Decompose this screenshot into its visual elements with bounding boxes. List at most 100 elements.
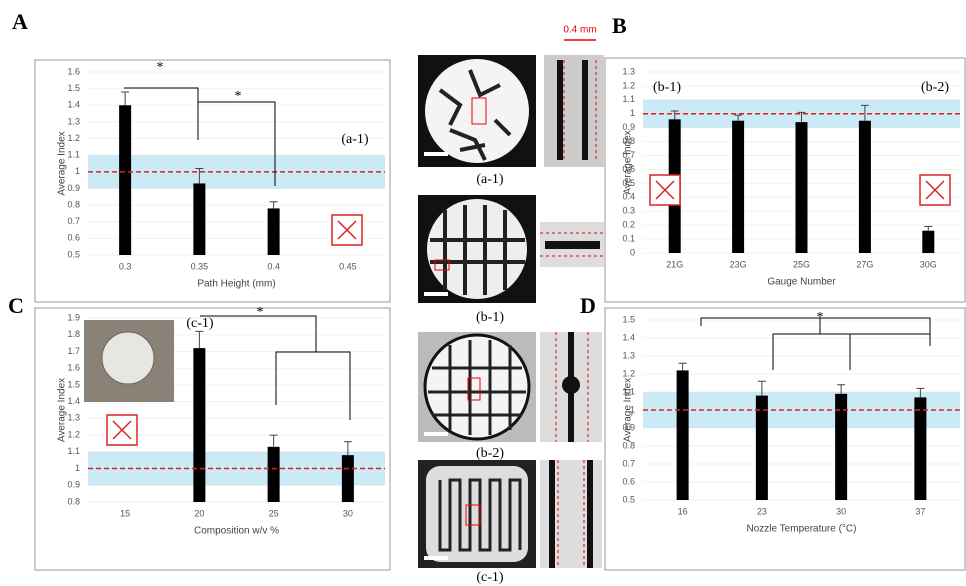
y-tick-label: 1.2	[67, 133, 80, 143]
y-axis-label: Average Index	[623, 378, 634, 442]
y-tick-label: 1.3	[67, 413, 80, 423]
scale-label: 0.4 mm	[563, 25, 596, 36]
y-axis-label: Average Index	[57, 131, 68, 195]
bar	[342, 455, 354, 502]
annotation: *	[157, 60, 164, 75]
micrograph	[418, 195, 604, 303]
bar	[119, 105, 131, 255]
bar	[796, 122, 808, 253]
x-tick-label: 20	[194, 508, 204, 518]
y-tick-label: 1.7	[67, 346, 80, 356]
error-bar	[121, 92, 129, 105]
significance-bracket	[124, 88, 198, 140]
y-tick-label: 1.6	[67, 363, 80, 373]
x-tick-label: 25G	[793, 259, 810, 269]
y-tick-label: 0.9	[67, 480, 80, 490]
error-bar	[270, 435, 278, 447]
y-axis-label: Average Index	[623, 130, 634, 194]
y-tick-label: 0.8	[67, 199, 80, 209]
bar	[922, 231, 934, 253]
error-bar	[924, 227, 932, 231]
bar	[756, 396, 768, 500]
figure: A B C D (a-1) (b-1) (b-2) (c-1) 0.4 mm 0…	[0, 0, 966, 586]
annotation: *	[817, 310, 824, 325]
y-axis-label: Average Index	[57, 378, 68, 442]
annotation: *	[257, 305, 264, 320]
y-tick-label: 1.2	[67, 429, 80, 439]
y-tick-label: 1.3	[622, 66, 635, 76]
annotation: (b-2)	[921, 80, 949, 95]
significance-bracket	[316, 352, 350, 420]
bar	[268, 447, 280, 502]
x-axis-label: Path Height (mm)	[197, 279, 275, 290]
x-tick-label: 30G	[920, 259, 937, 269]
y-tick-label: 0	[630, 247, 635, 257]
y-tick-label: 1.2	[622, 80, 635, 90]
y-tick-label: 1.4	[67, 396, 80, 406]
error-bar	[195, 331, 203, 348]
y-tick-label: 0.5	[622, 494, 635, 504]
image-caption: (b-1)	[476, 310, 504, 325]
y-tick-label: 0.9	[67, 183, 80, 193]
x-tick-label: 30	[836, 506, 846, 516]
bar	[732, 121, 744, 253]
y-tick-label: 0.5	[67, 249, 80, 259]
x-tick-label: 0.35	[191, 261, 209, 271]
panel-label: B	[612, 13, 627, 38]
annotation: *	[235, 89, 242, 104]
annotation: (c-1)	[186, 316, 214, 331]
y-tick-label: 1.4	[622, 332, 635, 342]
y-tick-label: 0.8	[67, 496, 80, 506]
x-axis-label: Gauge Number	[767, 277, 836, 288]
x-tick-label: 37	[915, 506, 925, 516]
x-tick-label: 23	[757, 506, 767, 516]
x-tick-label: 16	[678, 506, 688, 516]
image-caption: (b-2)	[476, 446, 504, 461]
bar	[677, 370, 689, 500]
micrograph	[418, 40, 604, 167]
y-tick-label: 1.4	[67, 100, 80, 110]
y-tick-label: 1.3	[67, 116, 80, 126]
x-tick-label: 0.45	[339, 261, 357, 271]
y-tick-label: 1.8	[67, 329, 80, 339]
micrograph	[418, 460, 602, 568]
y-tick-label: 1.5	[67, 83, 80, 93]
x-tick-label: 0.4	[267, 261, 280, 271]
image-caption: (c-1)	[476, 570, 504, 585]
x-tick-label: 30	[343, 508, 353, 518]
bar	[268, 208, 280, 255]
panel-label: D	[580, 293, 596, 318]
panel-label: A	[12, 9, 28, 34]
y-tick-label: 1.9	[67, 312, 80, 322]
annotation: (a-1)	[341, 132, 369, 147]
annotation: (b-1)	[653, 80, 681, 95]
y-tick-label: 0.1	[622, 233, 635, 243]
x-tick-label: 25	[269, 508, 279, 518]
y-tick-label: 0.7	[67, 216, 80, 226]
inset-photo	[102, 332, 154, 384]
significance-bracket	[701, 318, 930, 346]
y-tick-label: 1.1	[67, 150, 80, 160]
y-tick-label: 1.1	[67, 446, 80, 456]
x-tick-label: 27G	[856, 259, 873, 269]
y-tick-label: 1	[630, 108, 635, 118]
y-tick-label: 1.6	[67, 66, 80, 76]
x-axis-label: Nozzle Temperature (°C)	[747, 524, 857, 535]
x-tick-label: 21G	[666, 259, 683, 269]
significance-bracket	[200, 316, 316, 405]
y-tick-label: 1	[75, 463, 80, 473]
y-tick-label: 0.6	[622, 476, 635, 486]
y-tick-label: 0.3	[622, 206, 635, 216]
y-tick-label: 1.3	[622, 350, 635, 360]
error-bar	[679, 363, 687, 370]
y-tick-label: 1.1	[622, 94, 635, 104]
y-tick-label: 1.5	[622, 314, 635, 324]
significance-bracket	[773, 334, 930, 370]
x-tick-label: 0.3	[119, 261, 132, 271]
y-tick-label: 1	[75, 166, 80, 176]
image-caption: (a-1)	[476, 172, 504, 187]
panel-label: C	[8, 293, 24, 318]
x-axis-label: Composition w/v %	[194, 526, 279, 537]
reference-band	[643, 392, 960, 428]
bar	[193, 183, 205, 255]
